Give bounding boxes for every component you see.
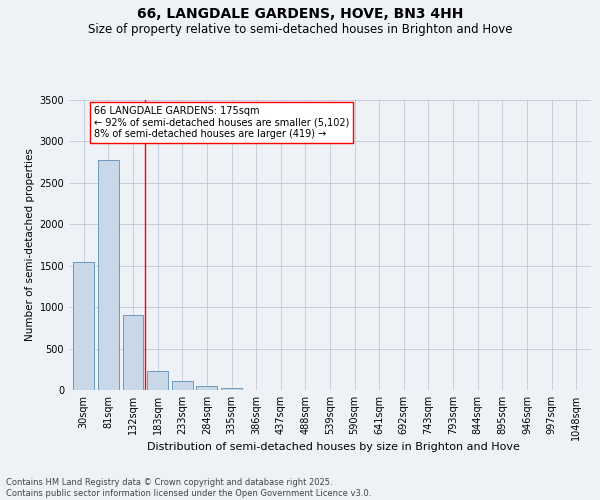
- Bar: [196, 386, 217, 390]
- Bar: [172, 382, 193, 390]
- Text: 66, LANGDALE GARDENS, HOVE, BN3 4HH: 66, LANGDALE GARDENS, HOVE, BN3 4HH: [137, 8, 463, 22]
- Text: 66 LANGDALE GARDENS: 175sqm
← 92% of semi-detached houses are smaller (5,102)
8%: 66 LANGDALE GARDENS: 175sqm ← 92% of sem…: [94, 106, 349, 139]
- Bar: [147, 370, 168, 390]
- Text: Distribution of semi-detached houses by size in Brighton and Hove: Distribution of semi-detached houses by …: [146, 442, 520, 452]
- Bar: [73, 262, 94, 390]
- Bar: [221, 388, 242, 390]
- Bar: [98, 160, 119, 390]
- Text: Contains HM Land Registry data © Crown copyright and database right 2025.
Contai: Contains HM Land Registry data © Crown c…: [6, 478, 371, 498]
- Y-axis label: Number of semi-detached properties: Number of semi-detached properties: [25, 148, 35, 342]
- Bar: [122, 316, 143, 390]
- Text: Size of property relative to semi-detached houses in Brighton and Hove: Size of property relative to semi-detach…: [88, 22, 512, 36]
